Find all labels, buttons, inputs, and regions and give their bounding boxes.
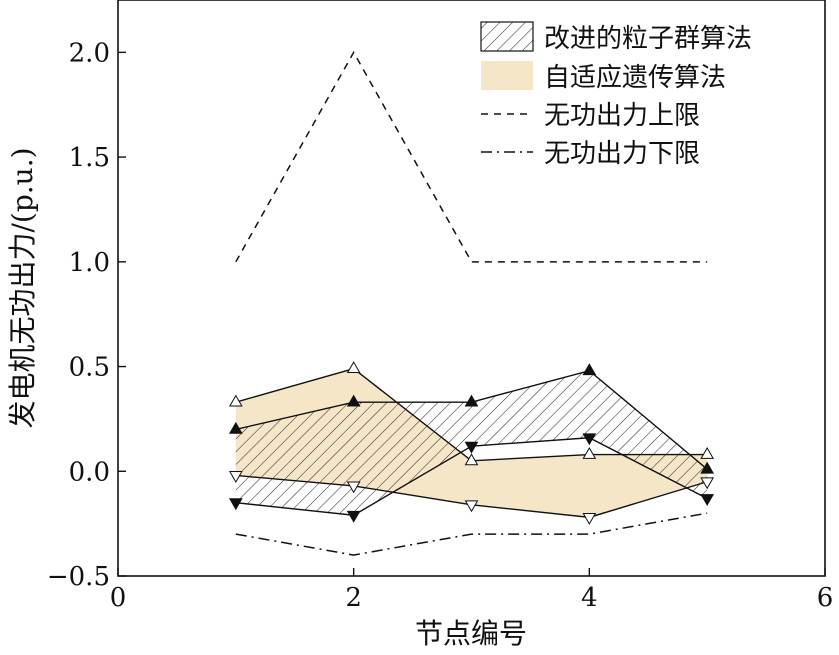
limit-line-3 bbox=[235, 512, 708, 556]
legend-swatch-ga bbox=[481, 61, 533, 90]
x-tick-label: 6 bbox=[817, 583, 834, 613]
lines-layer bbox=[235, 50, 708, 556]
y-tick-label: −0.5 bbox=[47, 562, 110, 592]
x-tick-label: 4 bbox=[581, 583, 598, 613]
marker-lower-1 bbox=[228, 471, 243, 483]
marker-upper-0 bbox=[464, 394, 479, 407]
marker-upper-1 bbox=[700, 447, 715, 459]
markers-layer bbox=[228, 361, 715, 525]
marker-lower-0 bbox=[700, 494, 715, 507]
x-axis-label: 节点编号 bbox=[415, 617, 527, 650]
y-tick-label: 0.0 bbox=[69, 457, 110, 487]
marker-upper-1 bbox=[346, 361, 361, 374]
marker-upper-1 bbox=[582, 447, 597, 459]
legend-label-pso: 改进的粒子群算法 bbox=[544, 24, 752, 54]
y-tick-label: 0.5 bbox=[69, 353, 110, 383]
marker-lower-0 bbox=[228, 498, 243, 511]
legend-label-lower: 无功出力下限 bbox=[544, 139, 700, 169]
marker-upper-0 bbox=[582, 363, 597, 376]
marker-lower-0 bbox=[346, 510, 361, 523]
marker-upper-0 bbox=[228, 421, 243, 434]
limit-line-2 bbox=[235, 50, 708, 263]
marker-lower-0 bbox=[582, 433, 597, 446]
marker-upper-0 bbox=[346, 394, 361, 407]
marker-upper-1 bbox=[228, 394, 243, 407]
marker-upper-1 bbox=[464, 453, 479, 466]
y-axis: −0.5 0.0 0.5 1.0 1.5 2.0 bbox=[47, 38, 126, 592]
legend-label-upper: 无功出力上限 bbox=[544, 101, 700, 131]
marker-lower-1 bbox=[582, 512, 597, 525]
y-tick-label: 1.0 bbox=[69, 248, 110, 278]
y-axis-label: 发电机无功出力/(p.u.) bbox=[6, 147, 39, 428]
y-tick-label: 2.0 bbox=[69, 38, 110, 68]
legend: 改进的粒子群算法 自适应遗传算法 无功出力上限 无功出力下限 bbox=[480, 21, 752, 169]
marker-upper-0 bbox=[700, 461, 715, 474]
x-axis: 0 2 4 6 bbox=[110, 568, 834, 613]
x-tick-label: 2 bbox=[345, 583, 362, 613]
marker-lower-1 bbox=[464, 500, 479, 513]
marker-lower-1 bbox=[346, 481, 361, 494]
legend-swatch-pso bbox=[480, 21, 534, 52]
x-tick-label: 0 bbox=[110, 583, 127, 613]
marker-lower-1 bbox=[700, 477, 715, 490]
plot-frame bbox=[117, 0, 826, 577]
legend-label-ga: 自适应遗传算法 bbox=[544, 63, 726, 93]
marker-lower-0 bbox=[464, 441, 479, 454]
y-tick-label: 1.5 bbox=[69, 143, 110, 173]
